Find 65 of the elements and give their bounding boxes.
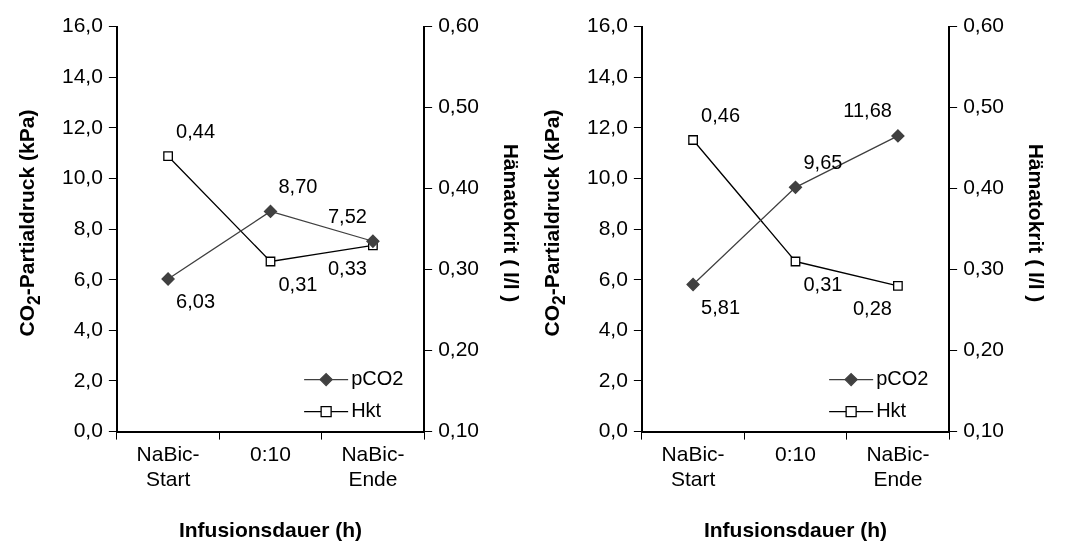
y-tick-label: 4,0: [598, 317, 628, 341]
data-label: 6,03: [176, 290, 216, 313]
legend-label: pCO2: [351, 367, 404, 390]
y-tick-label: 8,0: [598, 215, 628, 239]
point: [893, 280, 903, 291]
x-tick-label: NaBic-Ende: [866, 442, 930, 491]
y-tick-label: 16,0: [587, 13, 628, 37]
point: [366, 234, 380, 248]
y2-tick-label: 0,40: [963, 175, 1004, 199]
y-tick-label: 6,0: [598, 266, 628, 290]
point: [161, 272, 175, 286]
y2-tick-label: 0,50: [963, 94, 1004, 118]
y2-tick-label: 0,50: [438, 94, 479, 118]
x-tick-label: NaBic-Ende: [341, 442, 405, 491]
legend-label: pCO2: [876, 367, 929, 390]
data-label: 5,81: [701, 296, 741, 319]
y-tick-label: 0,0: [73, 418, 103, 442]
y-tick-label: 12,0: [587, 114, 628, 138]
y2-tick-label: 0,40: [438, 175, 479, 199]
y-tick-label: 16,0: [62, 13, 103, 37]
y2-tick-label: 0,20: [438, 337, 479, 361]
point: [163, 151, 173, 162]
x-tick-label: NaBic-Start: [136, 442, 200, 491]
y-tick-label: 0,0: [598, 418, 628, 442]
y2-tick-label: 0,20: [963, 337, 1004, 361]
y2-tick-label: 0,30: [963, 256, 1004, 280]
x-tick-label: 0:10: [775, 442, 816, 465]
y-tick-label: 2,0: [73, 367, 103, 391]
y-tick-label: 2,0: [598, 367, 628, 391]
y2-tick-label: 0,30: [438, 256, 479, 280]
y-tick-label: 8,0: [73, 215, 103, 239]
y2-tick-label: 0,10: [438, 418, 479, 442]
data-label: 8,70: [278, 174, 318, 197]
y-tick-label: 14,0: [62, 64, 103, 88]
x-tick-label: 0:10: [250, 442, 291, 465]
y-tick-label: 6,0: [73, 266, 103, 290]
data-label: 11,68: [843, 99, 892, 122]
point: [891, 129, 905, 143]
x-axis-title: Infusionsdauer (h): [178, 518, 363, 542]
y-tick-label: 10,0: [587, 165, 628, 189]
y2-axis-title: Hämatokrit ( l/l ): [1024, 143, 1048, 303]
point: [686, 277, 700, 292]
x-tick-label: NaBic-Start: [661, 442, 725, 491]
data-label: 9,65: [803, 150, 843, 173]
legend-label: Hkt: [876, 399, 907, 422]
legend-label: Hkt: [351, 399, 382, 422]
y-tick-label: 12,0: [62, 114, 103, 138]
point: [788, 180, 803, 194]
y2-tick-label: 0,60: [438, 13, 479, 37]
x-axis-title: Infusionsdauer (h): [703, 518, 888, 542]
y-tick-label: 10,0: [62, 165, 103, 189]
y-tick-label: 4,0: [73, 317, 103, 341]
data-label: 0,33: [327, 256, 367, 279]
y2-axis-title: Hämatokrit ( l/l ): [499, 143, 523, 303]
data-label: 0,31: [803, 273, 843, 296]
data-label: 0,31: [278, 273, 318, 296]
point: [263, 204, 278, 219]
y2-tick-label: 0,10: [963, 418, 1004, 442]
data-label: 0,44: [176, 119, 216, 142]
data-label: 0,46: [701, 103, 741, 126]
y2-tick-label: 0,60: [963, 13, 1004, 37]
y-tick-label: 14,0: [587, 64, 628, 88]
data-label: 0,28: [852, 297, 892, 320]
point: [688, 135, 698, 145]
data-label: 7,52: [327, 204, 367, 227]
